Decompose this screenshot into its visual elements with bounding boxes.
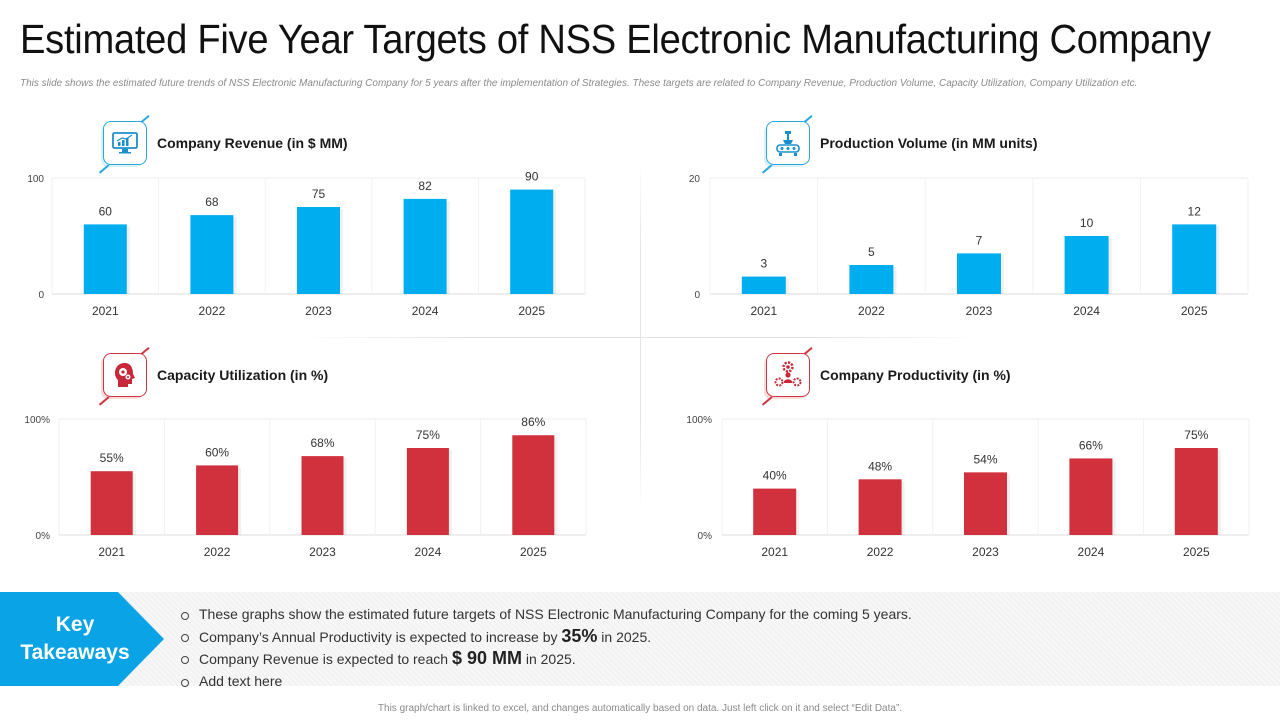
x-tick-label: 2021 bbox=[761, 545, 788, 559]
bar bbox=[1069, 458, 1113, 535]
vertical-divider bbox=[640, 160, 641, 510]
panel-title-revenue: Company Revenue (in $ MM) bbox=[157, 135, 348, 151]
bar bbox=[403, 198, 447, 294]
panel-title-capacity: Capacity Utilization (in %) bbox=[157, 367, 329, 383]
y-tick-label: 20 bbox=[689, 174, 701, 185]
x-tick-label: 2022 bbox=[204, 545, 231, 559]
bar bbox=[1064, 236, 1109, 294]
panel-header-revenue: Company Revenue (in $ MM) bbox=[98, 114, 348, 173]
data-label: 10 bbox=[1080, 216, 1094, 230]
productivity-highlight: 35% bbox=[561, 625, 598, 646]
monitor-chart-icon bbox=[98, 114, 150, 173]
production-machine-icon bbox=[761, 114, 813, 173]
y-tick-label: 0% bbox=[36, 531, 51, 542]
data-label: 75% bbox=[1184, 428, 1208, 442]
takeaway-item[interactable]: Add text here bbox=[180, 671, 912, 693]
head-gears-icon bbox=[98, 346, 150, 405]
x-tick-label: 2021 bbox=[750, 304, 777, 318]
bar bbox=[741, 276, 786, 294]
takeaway-item: Company’s Annual Productivity is expecte… bbox=[180, 626, 912, 649]
data-label: 66% bbox=[1079, 438, 1103, 452]
y-tick-label: 100% bbox=[24, 415, 50, 426]
data-label: 48% bbox=[868, 459, 892, 473]
bar bbox=[196, 465, 239, 535]
bar bbox=[753, 488, 797, 535]
data-label: 75 bbox=[312, 187, 326, 201]
panel-header-production: Production Volume (in MM units) bbox=[761, 114, 1038, 173]
revenue-highlight: $ 90 MM bbox=[451, 648, 522, 668]
x-tick-label: 2024 bbox=[415, 545, 442, 559]
x-tick-label: 2023 bbox=[309, 545, 336, 559]
bar bbox=[83, 224, 127, 294]
data-label: 55% bbox=[100, 451, 124, 465]
person-gears-icon bbox=[761, 346, 813, 405]
y-tick-label: 100% bbox=[686, 415, 712, 426]
panel-header-capacity: Capacity Utilization (in %) bbox=[98, 346, 329, 405]
x-tick-label: 2021 bbox=[98, 545, 125, 559]
bar bbox=[406, 448, 449, 535]
bar bbox=[301, 456, 344, 535]
x-tick-label: 2024 bbox=[1073, 304, 1100, 318]
bar bbox=[90, 471, 133, 535]
page-subtitle: This slide shows the estimated future tr… bbox=[20, 78, 1138, 89]
key-takeaways-label: Key Takeaways bbox=[20, 613, 130, 664]
x-tick-label: 2025 bbox=[1181, 304, 1208, 318]
x-tick-label: 2022 bbox=[199, 304, 226, 318]
bar bbox=[1174, 448, 1218, 535]
footer-note: This graph/chart is linked to excel, and… bbox=[377, 703, 903, 714]
takeaways-list: These graphs show the estimated future t… bbox=[180, 604, 912, 692]
bar bbox=[858, 479, 902, 535]
data-label: 86% bbox=[521, 415, 545, 429]
data-label: 54% bbox=[973, 452, 997, 466]
takeaway-item: Company Revenue is expected to reach $ 9… bbox=[180, 648, 912, 671]
data-label: 82 bbox=[418, 179, 432, 193]
x-tick-label: 2024 bbox=[1078, 545, 1105, 559]
data-label: 12 bbox=[1188, 204, 1202, 218]
data-label: 68% bbox=[310, 436, 334, 450]
data-label: 5 bbox=[868, 245, 875, 259]
data-label: 7 bbox=[976, 233, 983, 247]
bar bbox=[297, 207, 340, 294]
takeaway-item: These graphs show the estimated future t… bbox=[180, 604, 912, 626]
x-tick-label: 2023 bbox=[966, 304, 993, 318]
data-label: 60% bbox=[205, 445, 229, 459]
bar bbox=[957, 253, 1001, 294]
panel-title-productivity: Company Productivity (in %) bbox=[820, 367, 1011, 383]
y-tick-label: 0 bbox=[38, 290, 44, 301]
x-tick-label: 2025 bbox=[520, 545, 547, 559]
data-label: 68 bbox=[205, 195, 219, 209]
data-label: 75% bbox=[416, 428, 440, 442]
bar bbox=[190, 215, 234, 294]
y-tick-label: 100 bbox=[27, 174, 44, 185]
bar bbox=[964, 472, 1007, 535]
x-tick-label: 2023 bbox=[972, 545, 999, 559]
x-tick-label: 2025 bbox=[518, 304, 545, 318]
bar bbox=[849, 265, 894, 294]
data-label: 40% bbox=[763, 469, 787, 483]
data-label: 3 bbox=[760, 257, 767, 271]
data-label: 90 bbox=[525, 170, 539, 184]
y-tick-label: 0 bbox=[694, 290, 700, 301]
x-tick-label: 2022 bbox=[858, 304, 885, 318]
x-tick-label: 2021 bbox=[92, 304, 119, 318]
page-title: Estimated Five Year Targets of NSS Elect… bbox=[20, 16, 1211, 62]
x-tick-label: 2024 bbox=[412, 304, 439, 318]
data-label: 60 bbox=[99, 204, 113, 218]
x-tick-label: 2023 bbox=[305, 304, 332, 318]
bar bbox=[512, 435, 555, 535]
bar bbox=[1172, 224, 1217, 294]
y-tick-label: 0% bbox=[698, 531, 713, 542]
x-tick-label: 2022 bbox=[867, 545, 894, 559]
panel-title-production: Production Volume (in MM units) bbox=[820, 135, 1038, 151]
takeaways-panel bbox=[0, 592, 1280, 686]
panel-header-productivity: Company Productivity (in %) bbox=[761, 346, 1011, 405]
x-tick-label: 2025 bbox=[1183, 545, 1210, 559]
bar bbox=[510, 189, 554, 294]
